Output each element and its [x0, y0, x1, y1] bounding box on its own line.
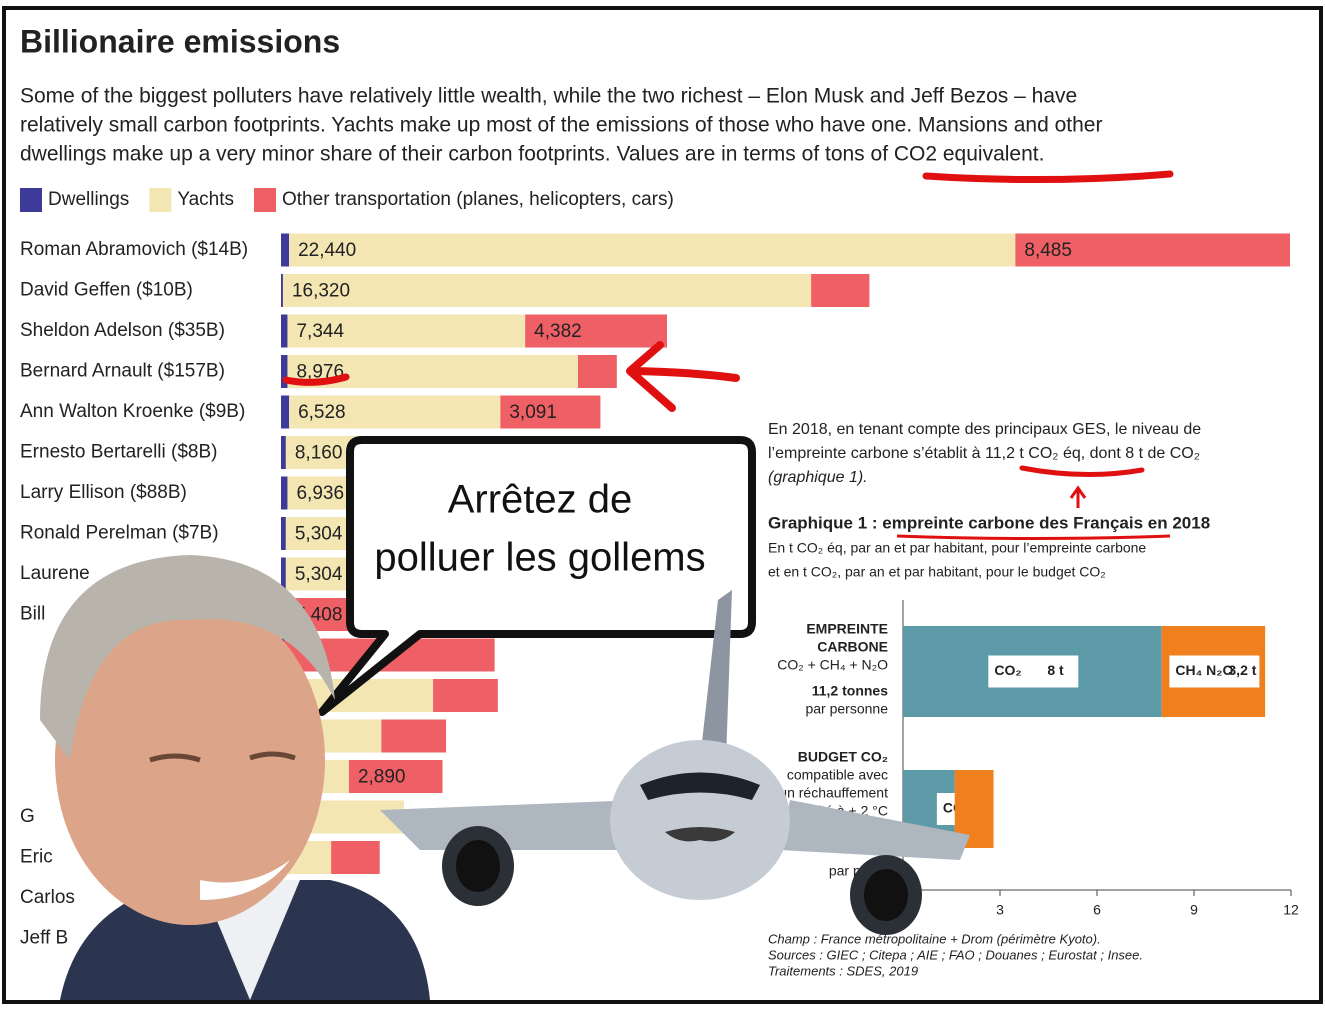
segment-name: CH₄ N₂O: [1175, 662, 1233, 678]
category-label: Ronald Perelman ($7B): [20, 523, 219, 544]
source-note: Sources : GIEC ; Citepa ; AIE ; FAO ; Do…: [768, 947, 1143, 962]
value-label: 8 t: [1047, 662, 1064, 678]
right-engine-intake: [864, 869, 908, 921]
legend-swatch: [149, 188, 171, 212]
bar-segment: [578, 355, 617, 388]
category-label: Larry Ellison ($88B): [20, 482, 187, 503]
inset-subtitle: En t CO₂ éq, par an et par habitant, pou…: [768, 540, 1146, 556]
category-label: compatible avec: [787, 767, 888, 783]
bubble-text: polluer les gollems: [374, 536, 705, 580]
bar-segment: [281, 436, 286, 469]
category-label: CARBONE: [817, 639, 888, 655]
bar-segment: [281, 517, 286, 550]
category-label: Jeff B: [20, 928, 68, 949]
category-label: Ernesto Bertarelli ($8B): [20, 442, 217, 463]
category-label: Carlos: [20, 887, 75, 908]
category-label: Bill: [20, 604, 45, 625]
legend-label: Dwellings: [48, 189, 129, 210]
category-label: Sheldon Adelson ($35B): [20, 320, 225, 341]
subtitle: relatively small carbon footprints. Yach…: [20, 114, 1102, 137]
bar-segment: [281, 234, 289, 267]
value-label: 4,382: [534, 321, 582, 342]
category-label: Roman Abramovich ($14B): [20, 239, 248, 260]
fuselage-nose: [610, 740, 790, 900]
bar-segment: [811, 274, 869, 307]
value-label: 16,320: [292, 281, 350, 302]
value-label: 22,440: [298, 240, 356, 261]
inset-title: Graphique 1 : empreinte carbone des Fran…: [768, 513, 1210, 532]
category-label: par personne: [805, 701, 888, 717]
subtitle: Some of the biggest polluters have relat…: [20, 85, 1077, 108]
value-label: 6,936: [296, 483, 344, 504]
category-label: Eric: [20, 847, 53, 868]
legend-swatch: [254, 188, 276, 212]
segment-name: CO₂: [994, 662, 1021, 678]
bar-segment: [331, 841, 380, 874]
x-tick-label: 6: [1093, 902, 1101, 918]
bar-segment: [283, 274, 811, 307]
source-note: Champ : France métropolitaine + Drom (pé…: [768, 931, 1101, 946]
value-label: 5,304: [295, 524, 343, 545]
chart-title: Billionaire emissions: [20, 23, 340, 59]
bar-segment: [289, 234, 1015, 267]
category-label: 11,2 tonnes: [812, 683, 888, 699]
source-note: Traitements : SDES, 2019: [768, 963, 918, 978]
value-label: 6,528: [298, 402, 346, 423]
paragraph: En 2018, en tenant compte des principaux…: [768, 421, 1201, 438]
value-label: 2,890: [358, 767, 406, 788]
category-label: G: [20, 806, 35, 827]
category-label: un réchauffement: [779, 785, 888, 801]
category-label: David Geffen ($10B): [20, 280, 193, 301]
legend-label: Other transportation (planes, helicopter…: [282, 189, 674, 210]
category-label: Laurene: [20, 563, 90, 584]
bar-segment: [281, 274, 283, 307]
bar-segment: [433, 679, 498, 712]
value-label: 5,304: [295, 564, 343, 585]
category-label: BUDGET CO₂: [798, 749, 888, 765]
value-label: 3,2 t: [1228, 662, 1256, 678]
bubble-text: Arrêtez de: [448, 478, 633, 522]
category-label: Ann Walton Kroenke ($9B): [20, 401, 245, 422]
x-tick-label: 9: [1190, 902, 1198, 918]
paragraph: l’empreinte carbone s’établit à 11,2 t C…: [768, 445, 1200, 462]
inset-subtitle: et en t CO₂, par an et par habitant, pou…: [768, 564, 1106, 580]
category-label: EMPREINTE: [806, 621, 888, 637]
value-label: 8,160: [295, 443, 343, 464]
value-label: 8,485: [1024, 240, 1072, 261]
x-tick-label: 3: [996, 902, 1004, 918]
legend-swatch: [20, 188, 42, 212]
bar-segment: [281, 477, 287, 510]
subtitle: dwellings make up a very minor share of …: [20, 143, 1044, 166]
bar-segment: [381, 720, 446, 753]
x-tick-label: 12: [1283, 902, 1299, 918]
value-label: 7,344: [296, 321, 344, 342]
category-label: Bernard Arnault ($157B): [20, 361, 225, 382]
legend-label: Yachts: [177, 189, 234, 210]
bar-segment: [281, 315, 287, 348]
category-label: CO₂ + CH₄ + N₂O: [777, 657, 888, 673]
paragraph: (graphique 1).: [768, 469, 868, 486]
value-label: 3,091: [509, 402, 557, 423]
left-engine-intake: [456, 840, 500, 892]
meme-image: Billionaire emissions Some of the bigges…: [0, 0, 1325, 1012]
bar-segment: [281, 396, 289, 429]
